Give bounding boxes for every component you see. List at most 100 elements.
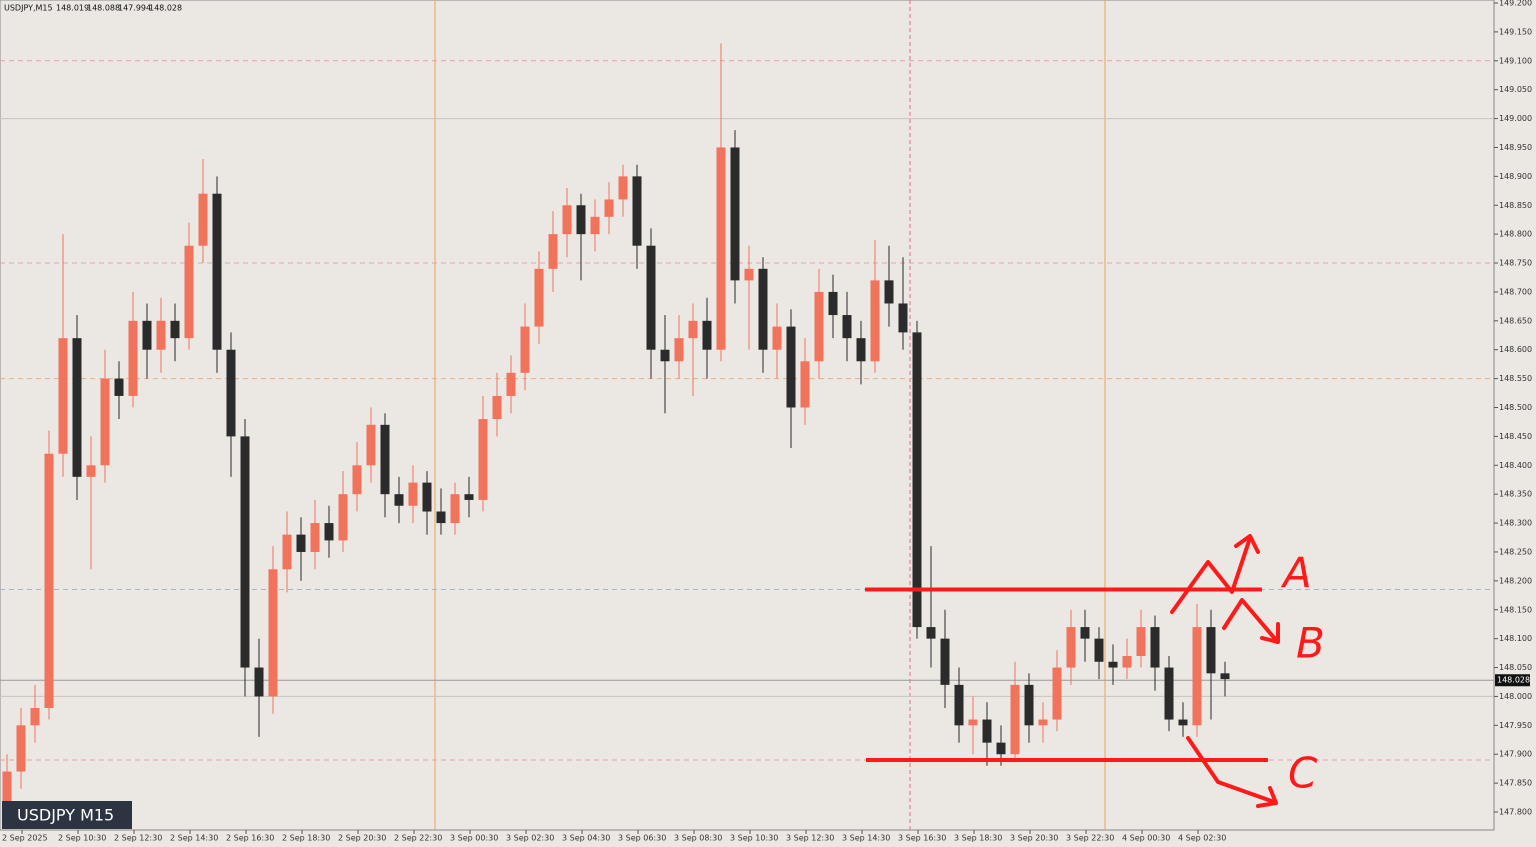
candle-body — [380, 424, 390, 495]
candle-body — [604, 199, 614, 217]
candle-body — [44, 453, 54, 708]
y-tick-label: 148.550 — [1499, 374, 1532, 383]
candle-body — [450, 494, 460, 524]
candle-body — [2, 771, 12, 812]
candle-body — [674, 338, 684, 362]
x-tick-label: 2 Sep 12:30 — [114, 834, 162, 843]
candle-body — [1010, 684, 1020, 755]
candle-body — [1108, 661, 1118, 668]
candle-body — [800, 361, 810, 408]
candle-body — [254, 667, 264, 697]
candle-body — [548, 234, 558, 269]
candle-body — [198, 193, 208, 246]
x-tick-label: 2 Sep 16:30 — [226, 834, 274, 843]
candle-body — [1122, 655, 1132, 668]
candle-body — [366, 424, 376, 466]
y-tick-label: 148.250 — [1499, 547, 1532, 556]
candle-body — [828, 291, 838, 316]
y-tick-label: 148.350 — [1499, 490, 1532, 499]
arrow-b-head — [1260, 622, 1280, 644]
candle-body — [870, 280, 880, 362]
candle-body — [478, 419, 488, 500]
y-tick-label: 149.200 — [1499, 0, 1532, 8]
candle-body — [646, 245, 656, 350]
candle-body — [282, 534, 292, 570]
candle-body — [632, 176, 642, 246]
candle-body — [142, 320, 152, 350]
x-tick-label: 3 Sep 00:30 — [450, 834, 498, 843]
x-tick-label: 4 Sep 00:30 — [1122, 834, 1170, 843]
candle-body — [1220, 673, 1230, 680]
arrow-c-head — [1256, 786, 1278, 808]
x-tick-label: 2 Sep 22:30 — [394, 834, 442, 843]
candle-body — [30, 707, 40, 726]
badge-bg — [2, 801, 132, 829]
y-tick-label: 149.150 — [1499, 27, 1532, 36]
candle-body — [1038, 719, 1048, 726]
candle-body — [506, 372, 516, 396]
candle-body — [408, 482, 418, 506]
y-tick-label: 148.300 — [1499, 519, 1532, 528]
y-tick-label: 148.200 — [1499, 576, 1532, 585]
candle-body — [702, 320, 712, 350]
candle-body — [58, 338, 68, 454]
candle-body — [618, 176, 628, 200]
candle-body — [128, 320, 138, 396]
badge: USDJPY M15 — [17, 806, 114, 825]
candle-body — [562, 205, 572, 235]
candle-body — [394, 494, 404, 506]
y-tick-label: 148.000 — [1499, 692, 1532, 701]
candle-body — [100, 378, 110, 466]
candle-body — [1024, 684, 1034, 726]
candle-body — [856, 338, 866, 362]
candle-body — [688, 320, 698, 339]
candle-body — [1080, 627, 1090, 639]
y-tick-label: 148.500 — [1499, 403, 1532, 412]
x-tick-label: 3 Sep 18:30 — [954, 834, 1002, 843]
y-tick-label: 148.150 — [1499, 605, 1532, 614]
candle-body — [534, 268, 544, 327]
y-tick-label: 147.800 — [1499, 808, 1532, 817]
current-price-bg — [1495, 674, 1530, 687]
candle-body — [114, 378, 124, 396]
plot-area — [0, 0, 1495, 831]
candle-body — [1052, 667, 1062, 720]
candle-body — [184, 245, 194, 339]
candle-body — [954, 684, 964, 726]
candle-body — [520, 326, 530, 373]
candle-body — [226, 349, 236, 437]
arrow-c — [1186, 736, 1276, 804]
x-tick-label: 3 Sep 04:30 — [562, 834, 610, 843]
candle-body — [730, 147, 740, 281]
header-ohlc: 148.088 — [87, 4, 120, 13]
candle-body — [1136, 627, 1146, 656]
current-price: 148.028 — [1497, 676, 1530, 685]
candle-body — [310, 523, 320, 552]
candle-body — [436, 511, 446, 524]
candle-body — [240, 436, 250, 668]
candle-body — [268, 569, 278, 697]
header-ohlc: 147.994 — [118, 4, 151, 13]
y-tick-label: 148.850 — [1499, 201, 1532, 210]
y-tick-label: 148.950 — [1499, 143, 1532, 152]
candle-body — [86, 465, 96, 477]
candle-body — [744, 268, 754, 281]
candle-body — [156, 320, 166, 350]
x-tick-label: 2 Sep 18:30 — [282, 834, 330, 843]
x-tick-label: 3 Sep 06:30 — [618, 834, 666, 843]
x-tick-label: 2 Sep 20:30 — [338, 834, 386, 843]
x-tick-label: 2 Sep 10:30 — [58, 834, 106, 843]
candle-body — [898, 303, 908, 333]
symbol: USDJPY,M15 — [4, 4, 53, 13]
arrow-a — [1170, 536, 1252, 614]
x-tick-label: 3 Sep 08:30 — [674, 834, 722, 843]
x-tick-label: 3 Sep 20:30 — [1010, 834, 1058, 843]
y-tick-label: 148.450 — [1499, 432, 1532, 441]
annotation-c: C — [1288, 749, 1318, 798]
annotation-a: A — [1280, 549, 1312, 598]
y-tick-label: 148.800 — [1499, 230, 1532, 239]
candle-body — [1094, 638, 1104, 662]
x-tick-label: 3 Sep 02:30 — [506, 834, 554, 843]
candle-body — [324, 523, 334, 541]
y-tick-label: 148.100 — [1499, 634, 1532, 643]
